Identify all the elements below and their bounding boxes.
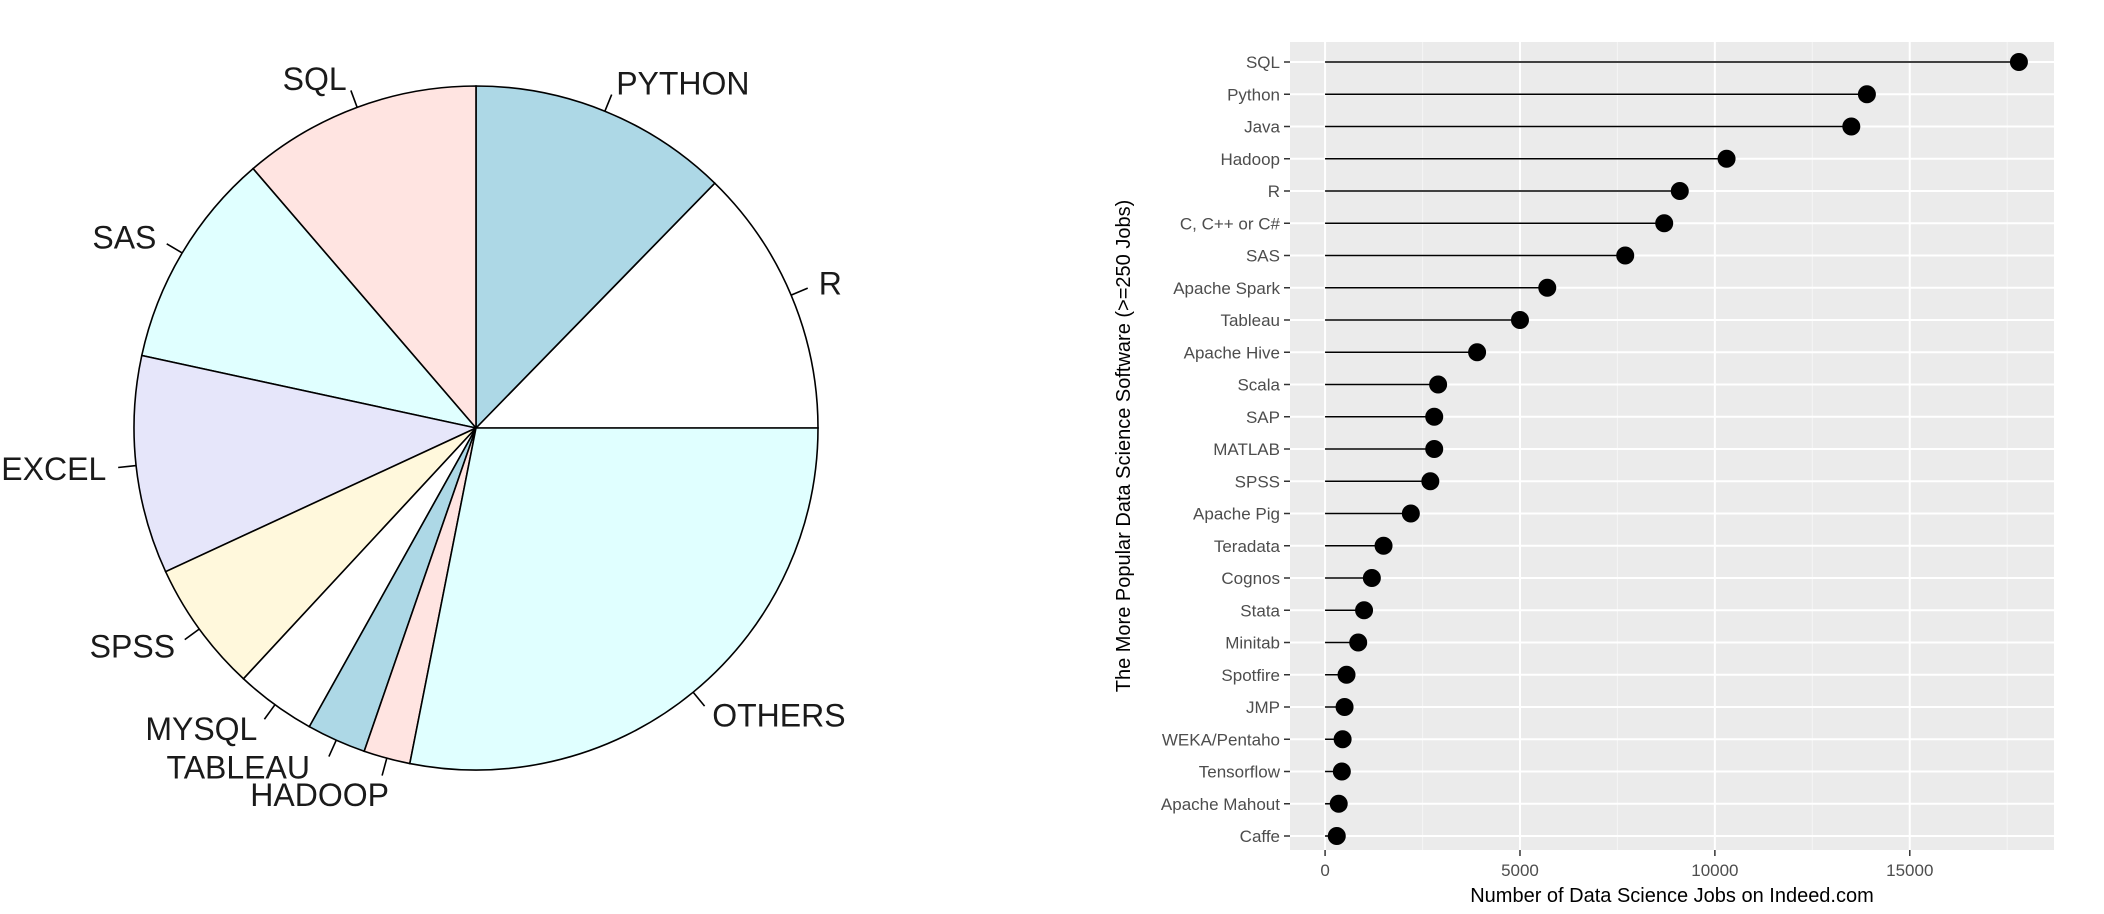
y-tick-label-jmp: JMP: [1246, 698, 1280, 717]
pie-label-excel: EXCEL: [1, 451, 106, 487]
pie-leader-tableau: [328, 739, 337, 757]
pie-label-python: PYTHON: [616, 65, 749, 101]
pie-label-others: OTHERS: [712, 697, 845, 733]
pie-slice-spss: [164, 427, 477, 680]
y-tick-label-r: R: [1268, 182, 1280, 201]
lollipop-point-java: [1842, 117, 1861, 136]
lollipop-point-spss: [1421, 472, 1440, 491]
x-tick-label: 15000: [1886, 861, 1933, 880]
pie-slice-excel: [133, 354, 479, 573]
grid-lines: [1290, 42, 2054, 850]
lollipop-point-tensorflow: [1332, 762, 1351, 781]
pie-leader-mysql: [263, 704, 276, 720]
y-tick-label-scala: Scala: [1237, 376, 1280, 395]
lollipop-point-tableau: [1510, 311, 1529, 329]
pie-leader-spss: [184, 628, 200, 641]
y-tick-label-tensorflow: Tensorflow: [1199, 763, 1281, 782]
pie-label-sas: SAS: [92, 220, 156, 256]
y-tick-label-minitab: Minitab: [1225, 634, 1280, 653]
y-tick-label-spss: SPSS: [1235, 472, 1280, 491]
lollipop-point-minitab: [1349, 633, 1368, 652]
y-tick-label-apache-hive: Apache Hive: [1184, 343, 1280, 362]
lollipop-point-sap: [1425, 407, 1444, 426]
x-tick-label: 0: [1320, 861, 1329, 880]
pie-leader-excel: [118, 464, 137, 469]
y-tick-label-java: Java: [1244, 118, 1280, 137]
lollipop-point-sas: [1616, 246, 1635, 265]
y-tick-label-cognos: Cognos: [1221, 569, 1280, 588]
x-axis: 0 5000 10000 15000: [1320, 850, 1933, 880]
y-tick-label-sas: SAS: [1246, 247, 1280, 266]
lollipop-point-caffe: [1327, 827, 1346, 845]
pie-label-spss: SPSS: [90, 629, 175, 665]
pie-chart: R PYTHON SQL SAS EXCEL SPSS MYSQLTABLEAUHADOOP…: [1, 61, 845, 813]
pie-leader-others: [692, 691, 706, 707]
y-tick-label-c-c-or-c: C, C++ or C#: [1180, 214, 1281, 233]
lollipop-point-r: [1670, 182, 1689, 200]
pie-label-sql: SQL: [283, 61, 347, 97]
lollipop-chart: SQL Python Java Hadoop R C, C++ or C# SAS Apach…: [1113, 42, 2054, 907]
y-tick-label-caffe: Caffe: [1240, 827, 1280, 846]
y-tick-label-spotfire: Spotfire: [1221, 666, 1280, 685]
y-tick-label-stata: Stata: [1240, 601, 1280, 620]
lollipop-point-stata: [1355, 601, 1374, 620]
pie-label-r: R: [819, 265, 842, 301]
lollipop-point-c-c-or-c: [1655, 214, 1674, 233]
lollipop-point-teradata: [1374, 536, 1393, 555]
y-tick-label-teradata: Teradata: [1214, 537, 1281, 556]
pie-slice-others: [408, 427, 819, 771]
x-tick-label: 5000: [1501, 861, 1539, 880]
y-tick-label-hadoop: Hadoop: [1220, 150, 1280, 169]
x-axis-title: Number of Data Science Jobs on Indeed.co…: [1470, 885, 1874, 907]
lollipop-point-apache-mahout: [1329, 794, 1348, 813]
pie-leader-sas: [166, 243, 183, 254]
pie-label-mysql: MYSQL: [145, 711, 257, 747]
lollipop-point-sql: [2009, 53, 2028, 71]
lollipop-point-apache-hive: [1468, 343, 1487, 362]
y-axis-title: The More Popular Data Science Software (…: [1113, 200, 1135, 692]
y-tick-label-sql: SQL: [1246, 53, 1280, 72]
plot-panel: [1290, 42, 2054, 850]
pie-leader-python: [604, 94, 613, 112]
lollipop-point-weka-pentaho: [1333, 730, 1352, 749]
y-axis: SQL Python Java Hadoop R C, C++ or C# SAS Apach…: [1161, 53, 1290, 846]
lollipop-point-apache-spark: [1538, 278, 1557, 297]
y-tick-label-apache-mahout: Apache Mahout: [1161, 795, 1280, 814]
y-tick-label-python: Python: [1227, 85, 1280, 104]
y-tick-label-apache-spark: Apache Spark: [1173, 279, 1280, 298]
lollipop-point-apache-pig: [1401, 504, 1420, 523]
lollipop-point-jmp: [1335, 698, 1354, 716]
lollipop-point-spotfire: [1337, 665, 1356, 684]
y-tick-label-weka-pentaho: WEKA/Pentaho: [1162, 730, 1280, 749]
pie-slice-sas: [140, 167, 479, 430]
lollipop-point-python: [1857, 85, 1876, 104]
y-tick-label-sap: SAP: [1246, 408, 1280, 427]
lollipop-marks: [1325, 53, 2028, 845]
pie-slice-r: [474, 182, 819, 429]
y-tick-label-tableau: Tableau: [1220, 311, 1280, 330]
pie-label-hadoop: HADOOP: [250, 777, 389, 813]
lollipop-point-cognos: [1362, 569, 1381, 587]
lollipop-point-matlab: [1425, 440, 1444, 458]
lollipop-point-scala: [1429, 375, 1448, 394]
x-tick-label: 10000: [1691, 861, 1738, 880]
pie-leader-r: [790, 287, 809, 296]
y-tick-label-apache-pig: Apache Pig: [1193, 505, 1280, 524]
pie-leader-hadoop: [381, 757, 388, 776]
lollipop-point-hadoop: [1717, 149, 1736, 168]
y-tick-label-matlab: MATLAB: [1213, 440, 1280, 459]
pie-leader-sql: [350, 90, 358, 108]
pie-slice-python: [475, 85, 716, 430]
pie-label-tableau: TABLEAU: [167, 750, 310, 786]
